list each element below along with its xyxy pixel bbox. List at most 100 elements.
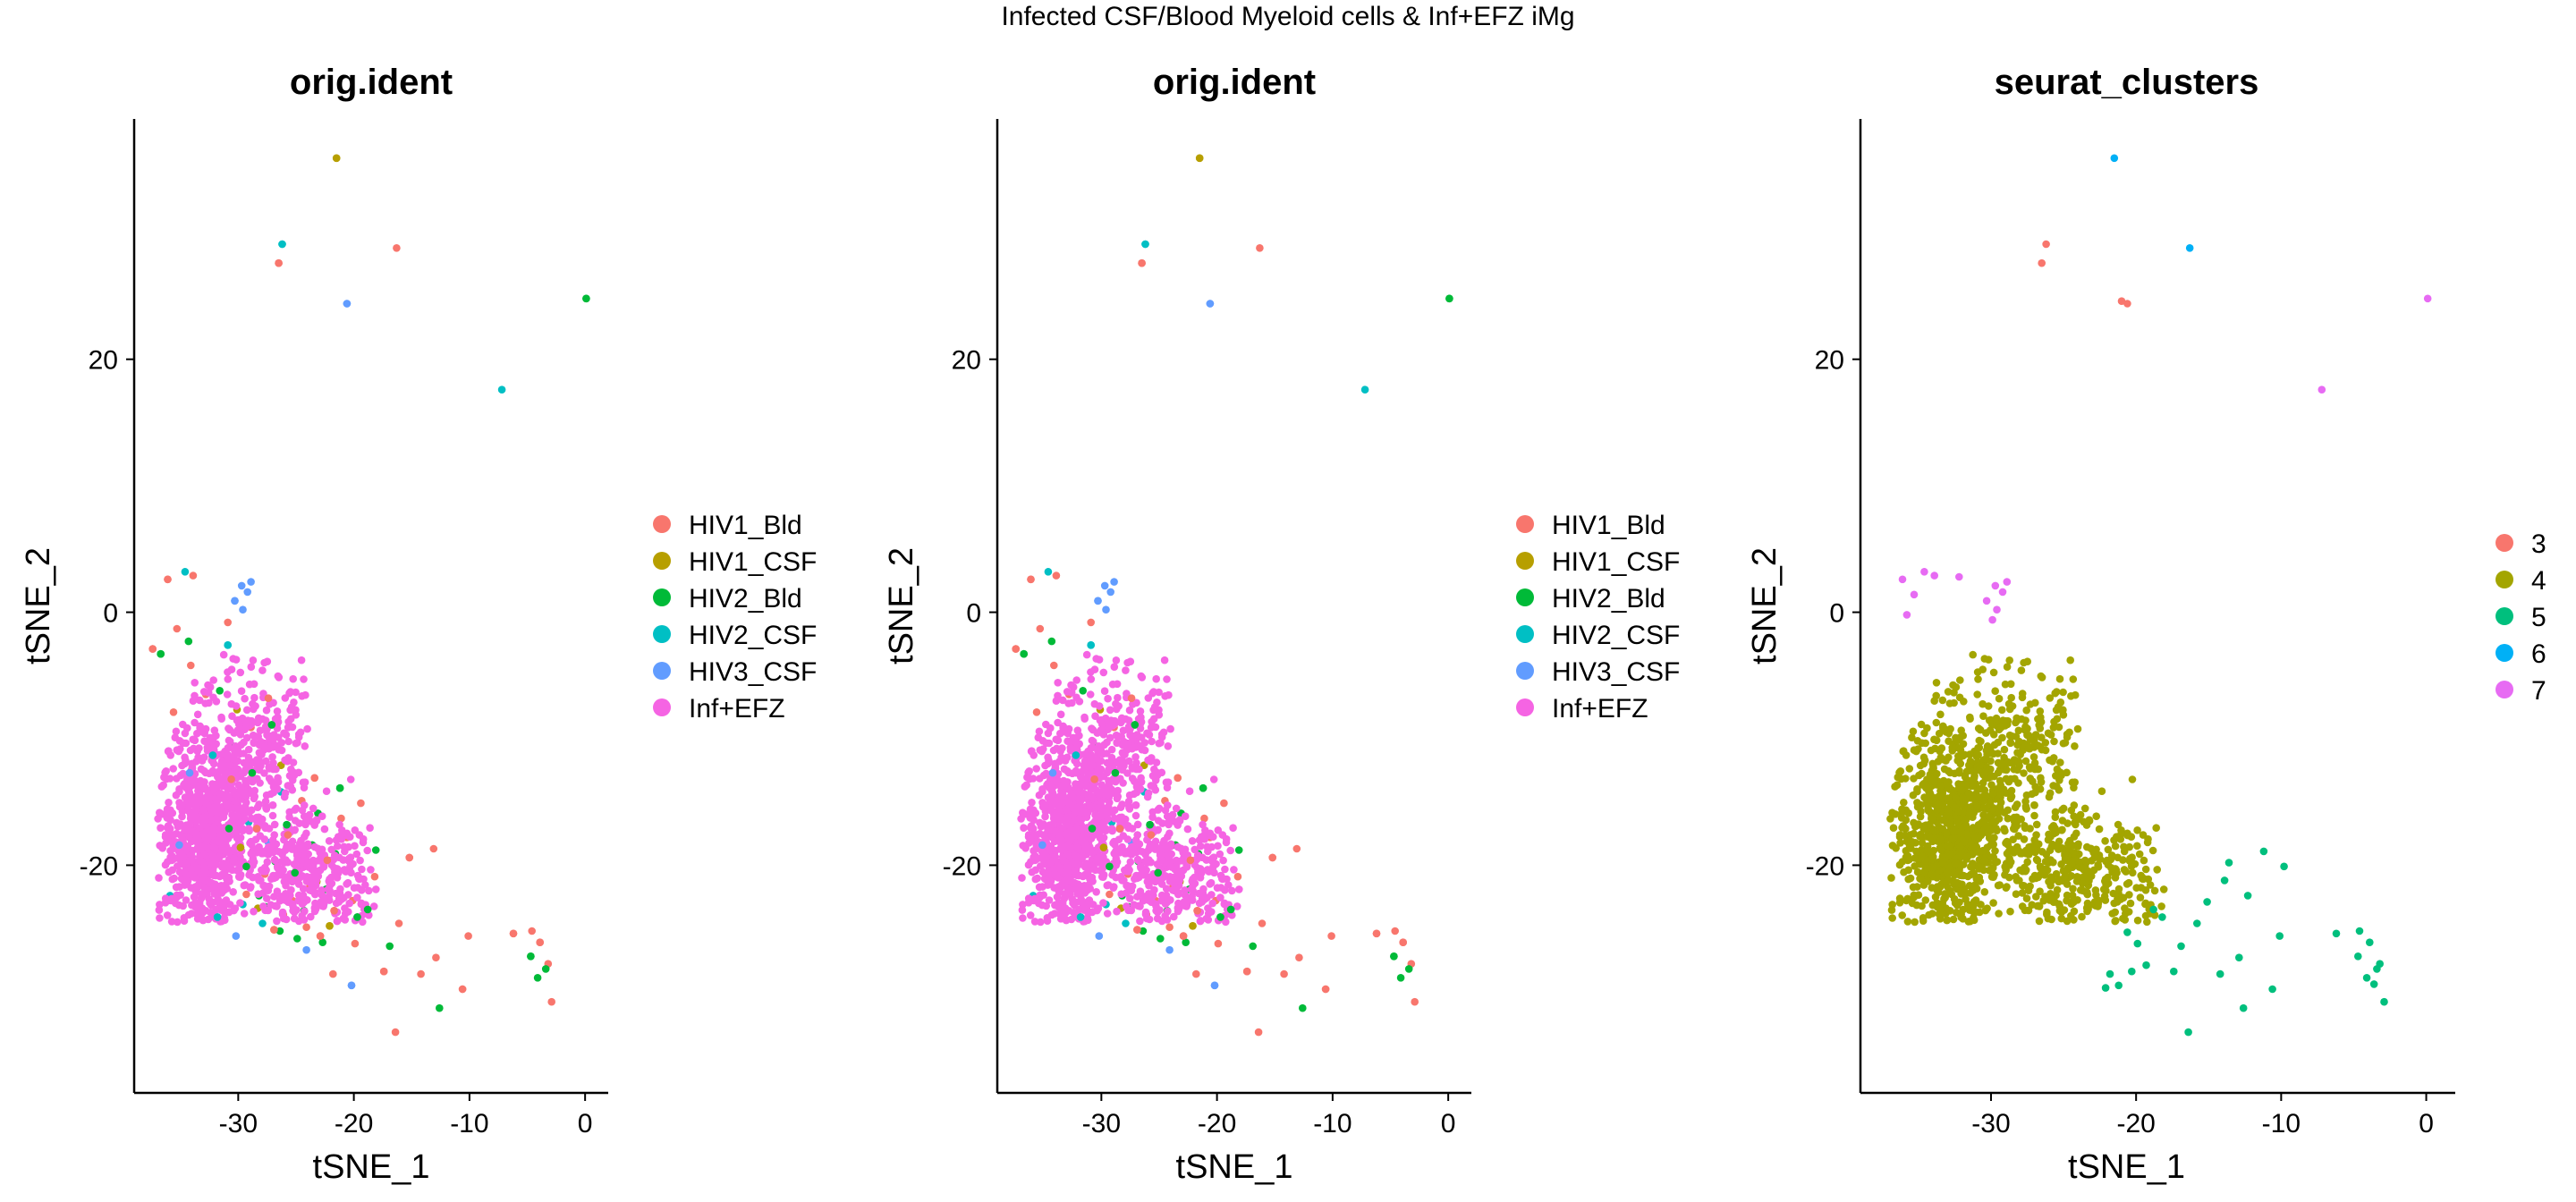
point-Inf+EFZ — [1137, 717, 1146, 726]
point-cluster-4 — [2083, 899, 2092, 908]
point-HIV2_Bld — [1216, 913, 1224, 921]
point-Inf+EFZ — [174, 847, 183, 856]
point-cluster-4 — [1887, 874, 1895, 882]
point-Inf+EFZ — [1030, 751, 1038, 759]
point-Inf+EFZ — [188, 827, 197, 836]
point-Inf+EFZ — [229, 786, 238, 794]
point-cluster-4 — [1888, 901, 1896, 909]
point-cluster-5 — [2243, 892, 2252, 900]
point-cluster-4 — [2123, 880, 2131, 888]
point-cluster-4 — [1891, 783, 1899, 791]
point-Inf+EFZ — [1145, 873, 1153, 881]
point-Inf+EFZ — [1047, 797, 1056, 806]
point-HIV1_Bld — [337, 814, 345, 823]
point-Inf+EFZ — [1137, 785, 1145, 793]
point-cluster-4 — [2001, 680, 2010, 689]
point-Inf+EFZ — [1026, 911, 1035, 919]
point-Inf+EFZ — [274, 717, 283, 726]
point-Inf+EFZ — [165, 799, 173, 807]
legend-swatch — [2496, 607, 2513, 625]
point-cluster-4 — [2128, 775, 2137, 783]
point-Inf+EFZ — [1106, 706, 1114, 715]
point-cluster-4 — [1991, 847, 1999, 855]
point-cluster-4 — [2036, 870, 2045, 879]
point-Inf+EFZ — [1051, 763, 1060, 771]
legend-label: HIV2_CSF — [689, 621, 817, 650]
point-cluster-4 — [1924, 847, 1932, 855]
point-cluster-4 — [2007, 792, 2016, 800]
point-cluster-4 — [1924, 877, 1932, 885]
point-cluster-4 — [1970, 916, 1979, 925]
point-cluster-4 — [2133, 826, 2141, 834]
point-Inf+EFZ — [232, 829, 241, 838]
x-tick-label: -30 — [219, 1109, 258, 1139]
point-cluster-4 — [2018, 690, 2027, 698]
point-cluster-4 — [1920, 868, 1928, 876]
point-cluster-4 — [2148, 846, 2157, 855]
point-Inf+EFZ — [216, 789, 225, 798]
point-Inf+EFZ — [259, 902, 267, 910]
point-Inf+EFZ — [1131, 753, 1140, 761]
point-Inf+EFZ — [196, 857, 205, 865]
point-cluster-4 — [2012, 718, 2020, 727]
point-cluster-5 — [2149, 905, 2157, 914]
point-cluster-4 — [1923, 724, 1931, 732]
point-cluster-4 — [1981, 768, 1990, 776]
point-cluster-4 — [1936, 845, 1945, 854]
point-Inf+EFZ — [260, 863, 269, 872]
point-cluster-4 — [2094, 861, 2102, 870]
point-cluster-4 — [2036, 707, 2045, 715]
point-Inf+EFZ — [352, 850, 361, 859]
legend-swatch — [1516, 662, 1534, 680]
point-cluster-4 — [2128, 853, 2136, 861]
point-cluster-4 — [1886, 815, 1894, 823]
point-cluster-4 — [1943, 819, 1951, 827]
point-cluster-7 — [2003, 578, 2012, 586]
point-Inf+EFZ — [363, 846, 372, 855]
point-Inf+EFZ — [270, 820, 279, 829]
legend-label: HIV1_CSF — [689, 547, 817, 577]
point-Inf+EFZ — [292, 688, 300, 697]
point-Inf+EFZ — [155, 874, 163, 882]
point-Inf+EFZ — [1206, 880, 1214, 888]
point-Inf+EFZ — [254, 890, 263, 898]
point-Inf+EFZ — [1108, 871, 1116, 879]
point-cluster-4 — [1985, 716, 1994, 724]
point-Inf+EFZ — [1062, 819, 1071, 827]
point-HIV1_Bld — [187, 661, 195, 670]
figure-title: Infected CSF/Blood Myeloid cells & Inf+E… — [1001, 2, 1575, 31]
point-Inf+EFZ — [1134, 856, 1142, 865]
point-Inf+EFZ — [1018, 874, 1026, 882]
point-cluster-4 — [2006, 738, 2014, 747]
point-HIV2_Bld — [291, 868, 300, 877]
point-Inf+EFZ — [1077, 795, 1085, 803]
point-Inf+EFZ — [284, 737, 292, 746]
point-Inf+EFZ — [1104, 694, 1112, 703]
point-Inf+EFZ — [194, 845, 203, 854]
point-Inf+EFZ — [255, 749, 264, 757]
point-cluster-4 — [1985, 812, 1993, 821]
point-HIV1_Bld — [1327, 932, 1335, 940]
legend-swatch — [2496, 571, 2513, 588]
point-cluster-4 — [2094, 902, 2102, 910]
point-Inf+EFZ — [1046, 877, 1055, 885]
point-Inf+EFZ — [1167, 863, 1176, 871]
point-Inf+EFZ — [1087, 668, 1095, 676]
point-cluster-4 — [1905, 765, 1914, 773]
point-HIV1_Bld — [1027, 575, 1035, 584]
point-Inf+EFZ — [1077, 816, 1086, 824]
point-HIV2_Bld — [283, 820, 291, 829]
point-Inf+EFZ — [1083, 908, 1092, 917]
point-cluster-4 — [2080, 804, 2089, 813]
point-Inf+EFZ — [308, 817, 317, 826]
point-HIV1_Bld — [1147, 831, 1156, 839]
point-cluster-4 — [1935, 729, 1944, 738]
point-cluster-4 — [2050, 737, 2058, 746]
point-Inf+EFZ — [1056, 710, 1065, 719]
point-Inf+EFZ — [1030, 918, 1039, 926]
point-cluster-5 — [2355, 927, 2364, 935]
point-cluster-4 — [2022, 706, 2030, 715]
point-cluster-4 — [1904, 866, 1912, 875]
